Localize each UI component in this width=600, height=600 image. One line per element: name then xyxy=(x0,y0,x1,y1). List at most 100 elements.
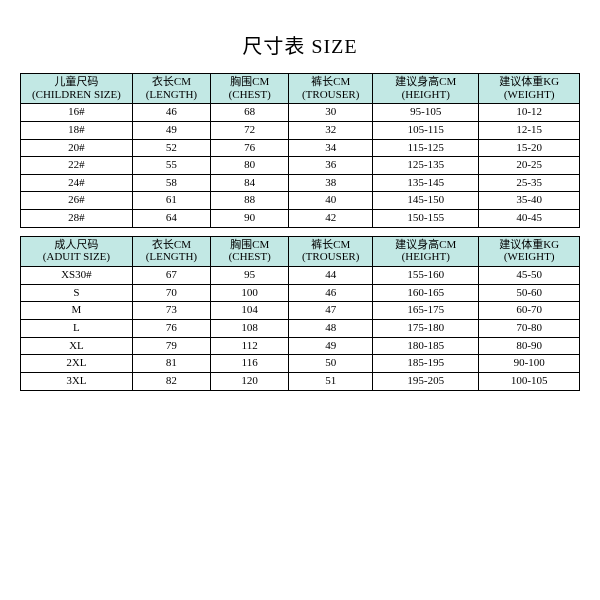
table-row: 22#558036125-13520-25 xyxy=(21,157,580,175)
table-row: 24#588438135-14525-35 xyxy=(21,174,580,192)
header-zh: 儿童尺码 xyxy=(21,76,132,89)
column-header: 衣长CM(LENGTH) xyxy=(132,236,210,266)
table-cell: 80-90 xyxy=(479,337,580,355)
table-cell: 52 xyxy=(132,139,210,157)
page-title: 尺寸表 SIZE xyxy=(20,30,580,59)
table-row: 20#527634115-12515-20 xyxy=(21,139,580,157)
table-cell: 100 xyxy=(211,284,289,302)
table-cell: 60-70 xyxy=(479,302,580,320)
table-cell: 64 xyxy=(132,210,210,228)
table-cell: XS30# xyxy=(21,267,133,285)
table-cell: 180-185 xyxy=(373,337,479,355)
table-row: 18#497232105-11512-15 xyxy=(21,121,580,139)
table-cell: 20# xyxy=(21,139,133,157)
header-zh: 建议体重KG xyxy=(479,76,579,89)
table-cell: 175-180 xyxy=(373,319,479,337)
table-cell: 25-35 xyxy=(479,174,580,192)
column-header: 建议身高CM(HEIGHT) xyxy=(373,74,479,104)
table-cell: 46 xyxy=(289,284,373,302)
header-zh: 衣长CM xyxy=(133,239,210,252)
table-cell: M xyxy=(21,302,133,320)
header-en: (WEIGHT) xyxy=(479,251,579,264)
section-gap xyxy=(21,227,580,236)
table-cell: 73 xyxy=(132,302,210,320)
header-en: (WEIGHT) xyxy=(479,89,579,102)
table-row: 3XL8212051195-205100-105 xyxy=(21,372,580,390)
table-cell: L xyxy=(21,319,133,337)
table-cell: 112 xyxy=(211,337,289,355)
table-cell: 28# xyxy=(21,210,133,228)
header-en: (CHILDREN SIZE) xyxy=(21,89,132,102)
header-zh: 裤长CM xyxy=(289,76,372,89)
header-zh: 衣长CM xyxy=(133,76,210,89)
table-cell: 47 xyxy=(289,302,373,320)
header-en: (TROUSER) xyxy=(289,89,372,102)
column-header: 衣长CM(LENGTH) xyxy=(132,74,210,104)
header-en: (CHEST) xyxy=(211,251,288,264)
table-cell: 20-25 xyxy=(479,157,580,175)
column-header: 胸围CM(CHEST) xyxy=(211,74,289,104)
header-en: (ADUIT SIZE) xyxy=(21,251,132,264)
table-cell: XL xyxy=(21,337,133,355)
column-header: 建议体重KG(WEIGHT) xyxy=(479,74,580,104)
table-cell: 61 xyxy=(132,192,210,210)
header-zh: 裤长CM xyxy=(289,239,372,252)
table-cell: 82 xyxy=(132,372,210,390)
column-header: 建议体重KG(WEIGHT) xyxy=(479,236,580,266)
table-cell: 195-205 xyxy=(373,372,479,390)
table-cell: 50-60 xyxy=(479,284,580,302)
table-cell: 70-80 xyxy=(479,319,580,337)
table-cell: 165-175 xyxy=(373,302,479,320)
header-en: (TROUSER) xyxy=(289,251,372,264)
table-cell: 76 xyxy=(211,139,289,157)
table-cell: 44 xyxy=(289,267,373,285)
table-cell: 12-15 xyxy=(479,121,580,139)
table-cell: 120 xyxy=(211,372,289,390)
header-zh: 建议身高CM xyxy=(373,76,478,89)
column-header: 裤长CM(TROUSER) xyxy=(289,236,373,266)
header-en: (HEIGHT) xyxy=(373,251,478,264)
table-row: L7610848175-18070-80 xyxy=(21,319,580,337)
table-cell: 125-135 xyxy=(373,157,479,175)
table-cell: 50 xyxy=(289,355,373,373)
table-cell: 24# xyxy=(21,174,133,192)
table-cell: 135-145 xyxy=(373,174,479,192)
table-cell: 68 xyxy=(211,104,289,122)
table-cell: 34 xyxy=(289,139,373,157)
header-zh: 成人尺码 xyxy=(21,239,132,252)
table-row: 28#649042150-15540-45 xyxy=(21,210,580,228)
table-cell: 48 xyxy=(289,319,373,337)
table-cell: 70 xyxy=(132,284,210,302)
column-header: 胸围CM(CHEST) xyxy=(211,236,289,266)
table-row: 2XL8111650185-19590-100 xyxy=(21,355,580,373)
table-cell: 80 xyxy=(211,157,289,175)
table-cell: 88 xyxy=(211,192,289,210)
header-zh: 建议身高CM xyxy=(373,239,478,252)
table-cell: 116 xyxy=(211,355,289,373)
table-cell: 42 xyxy=(289,210,373,228)
table-cell: 49 xyxy=(132,121,210,139)
table-cell: 79 xyxy=(132,337,210,355)
table-cell: 185-195 xyxy=(373,355,479,373)
table-cell: 15-20 xyxy=(479,139,580,157)
table-cell: 108 xyxy=(211,319,289,337)
size-table: 儿童尺码(CHILDREN SIZE)衣长CM(LENGTH)胸围CM(CHES… xyxy=(20,73,580,391)
table-cell: 95-105 xyxy=(373,104,479,122)
table-cell: 26# xyxy=(21,192,133,210)
table-cell: 90 xyxy=(211,210,289,228)
table-cell: 40 xyxy=(289,192,373,210)
table-cell: 38 xyxy=(289,174,373,192)
table-cell: 18# xyxy=(21,121,133,139)
table-cell: 45-50 xyxy=(479,267,580,285)
table-cell: 58 xyxy=(132,174,210,192)
table-row: 16#46683095-10510-12 xyxy=(21,104,580,122)
header-en: (HEIGHT) xyxy=(373,89,478,102)
header-zh: 胸围CM xyxy=(211,76,288,89)
table-row: 26#618840145-15035-40 xyxy=(21,192,580,210)
table-cell: 10-12 xyxy=(479,104,580,122)
table-cell: 35-40 xyxy=(479,192,580,210)
table-cell: 2XL xyxy=(21,355,133,373)
table-cell: 72 xyxy=(211,121,289,139)
column-header: 裤长CM(TROUSER) xyxy=(289,74,373,104)
table-cell: 160-165 xyxy=(373,284,479,302)
